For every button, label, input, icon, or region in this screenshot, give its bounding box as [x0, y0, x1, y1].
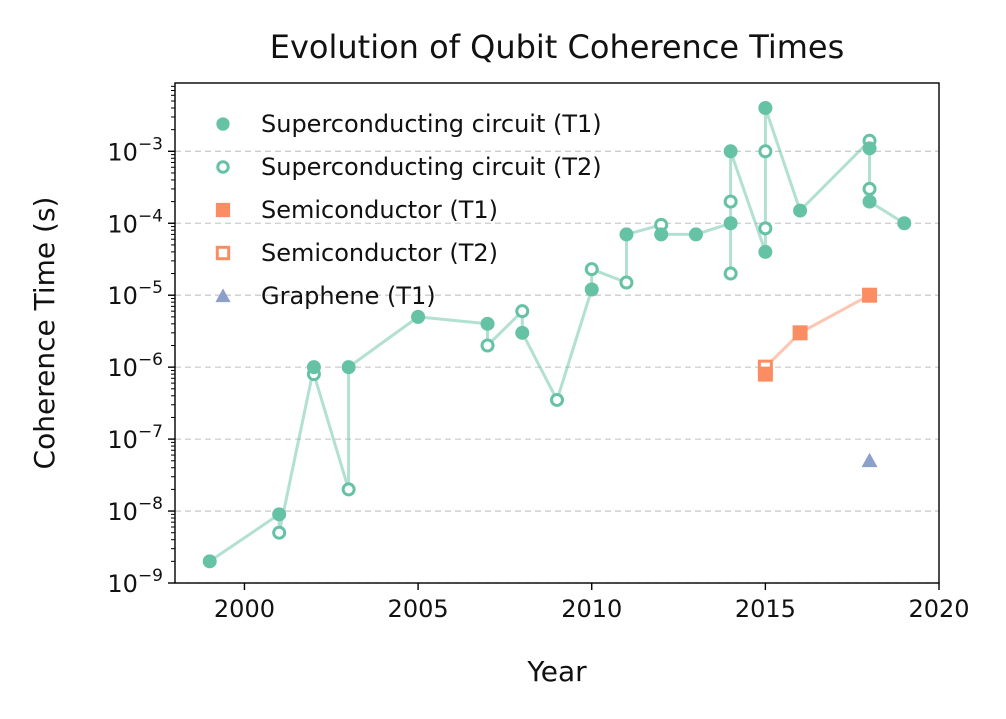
legend-label: Superconducting circuit (T2): [261, 153, 602, 181]
superconducting-circuit-t1-point: [862, 194, 877, 209]
tick-layer: 2000 2005 2010 2015 2020 10−9 10−8 10−7 10−6 10−5…: [107, 85, 970, 623]
superconducting-circuit-t1-point: [654, 227, 669, 242]
semiconductor-t1-point: [792, 325, 808, 341]
superconducting-circuit-t1-point: [411, 309, 426, 324]
superconducting-circuit-t1-point: [758, 244, 773, 259]
x-tick-label: 2010: [561, 595, 622, 623]
x-axis-label: Year: [526, 655, 587, 688]
superconducting-trend-line: [208, 106, 906, 563]
superconducting-circuit-t1-point: [515, 325, 530, 340]
superconducting-circuit-t2-point: [515, 304, 530, 319]
superconducting-circuit-t1-point: [480, 316, 495, 331]
superconducting-circuit-t1-point: [723, 144, 738, 159]
superconducting-circuit-t2-point: [341, 482, 356, 497]
y-tick-label: 10−9: [107, 566, 163, 598]
y-tick-label: 10−6: [107, 350, 163, 382]
x-tick-label: 2015: [735, 595, 796, 623]
superconducting-circuit-t2-point: [758, 144, 773, 159]
superconducting-circuit-t2-point: [758, 221, 773, 236]
chart-title: Evolution of Qubit Coherence Times: [270, 28, 845, 66]
superconducting-circuit-t2-point: [584, 262, 599, 277]
y-tick-label: 10−5: [107, 278, 163, 310]
superconducting-circuit-t2-point: [550, 392, 564, 407]
superconducting-circuit-t1-point: [202, 554, 217, 569]
superconducting-circuit-t1-point: [793, 203, 808, 218]
semiconductor-trend-line: [763, 293, 871, 375]
superconducting-circuit-t1-point: [758, 100, 773, 115]
superconducting-circuit-t2-point: [480, 338, 495, 353]
superconducting-circuit-t2-point: [723, 194, 738, 209]
y-axis-label: Coherence Time (s): [28, 197, 61, 470]
superconducting-circuit-t2-point: [619, 275, 634, 290]
superconducting-circuit-t2-legend-marker: [216, 160, 230, 174]
superconducting-circuit-t2-point: [723, 266, 738, 281]
graphene-t1-legend-marker: [215, 288, 231, 303]
superconducting-circuit-t1-point: [897, 216, 912, 231]
x-tick-label: 2020: [908, 595, 969, 623]
semiconductor-t1-point: [862, 287, 878, 303]
legend-label: Semiconductor (T2): [261, 239, 498, 267]
superconducting-circuit-t1-point: [619, 227, 634, 242]
marker-layer: [202, 100, 912, 569]
graphene-t1-point: [861, 452, 878, 468]
superconducting-circuit-t2-point: [862, 181, 877, 196]
superconducting-circuit-t1-point: [341, 360, 356, 375]
superconducting-circuit-t1-legend-marker: [216, 117, 230, 131]
superconducting-circuit-t1-point: [688, 227, 703, 242]
superconducting-circuit-t1-point: [862, 141, 877, 156]
semiconductor-t2-legend-marker: [215, 245, 231, 261]
legend-label: Superconducting circuit (T1): [261, 110, 602, 138]
y-tick-label: 10−8: [107, 494, 163, 526]
x-tick-label: 2000: [214, 595, 275, 623]
legend: Superconducting circuit (T1) Superconduct…: [215, 110, 602, 310]
x-tick-label: 2005: [388, 595, 449, 623]
superconducting-circuit-t1-point: [723, 216, 738, 231]
y-tick-label: 10−7: [107, 422, 163, 454]
superconducting-circuit-t2-point: [272, 525, 287, 540]
semiconductor-t1-legend-marker: [215, 202, 231, 218]
superconducting-circuit-t1-point: [306, 360, 321, 375]
superconducting-circuit-t1-point: [584, 282, 599, 297]
legend-label: Graphene (T1): [261, 282, 436, 310]
legend-label: Semiconductor (T1): [261, 196, 498, 224]
semiconductor-t1-point: [757, 366, 773, 382]
y-tick-label: 10−4: [107, 206, 163, 238]
superconducting-circuit-t1-point: [272, 507, 287, 522]
y-tick-label: 10−3: [107, 134, 163, 166]
